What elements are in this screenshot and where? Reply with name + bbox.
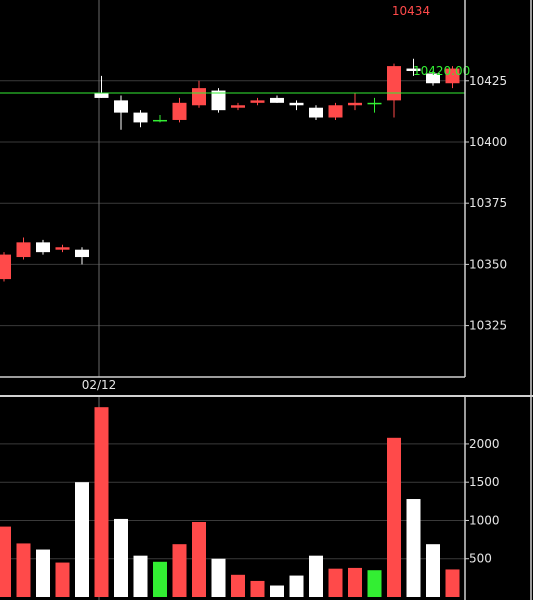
- volume-tick-label: 1500: [469, 475, 500, 489]
- candle: [16, 237, 31, 260]
- candle-body: [75, 249, 89, 258]
- candle: [153, 115, 167, 123]
- price-grid: [0, 80, 465, 327]
- candle: [75, 247, 89, 265]
- volume-bar: [16, 543, 31, 597]
- candle-body: [16, 242, 31, 258]
- volume-tick-label: 2000: [469, 437, 500, 451]
- candle-body: [55, 247, 70, 250]
- volume-bar: [406, 499, 421, 597]
- candle-body: [172, 102, 187, 120]
- volume-bars: [0, 407, 460, 597]
- volume-bar: [387, 437, 401, 597]
- volume-tick-label: 500: [469, 552, 492, 566]
- candle: [426, 70, 440, 86]
- candle: [348, 93, 362, 111]
- volume-bar: [133, 555, 148, 597]
- candle-body: [367, 102, 382, 105]
- volume-tick-label: 1000: [469, 513, 500, 527]
- candle-body: [153, 119, 167, 122]
- volume-bar: [211, 558, 226, 597]
- volume-bar: [114, 518, 128, 597]
- volume-bar: [75, 482, 89, 597]
- candle: [250, 97, 265, 106]
- volume-bar: [231, 574, 245, 597]
- candle-body: [36, 242, 50, 253]
- volume-bar: [55, 562, 70, 597]
- price-tick-label: 10325: [469, 319, 507, 333]
- candle: [289, 100, 304, 111]
- price-axis: 10325 10350 10375 10400 10425: [465, 74, 507, 333]
- volume-bar: [153, 561, 167, 597]
- price-candles: [0, 58, 460, 282]
- price-tick-label: 10425: [469, 74, 507, 88]
- candle: [211, 88, 226, 113]
- volume-bar: [0, 526, 11, 597]
- candle: [55, 244, 70, 253]
- volume-bar: [348, 567, 362, 597]
- candle: [231, 102, 245, 111]
- candle-body: [133, 112, 148, 123]
- candle-body: [231, 105, 245, 108]
- price-tick-label: 10400: [469, 135, 507, 149]
- candle: [445, 66, 460, 89]
- candle-body: [211, 90, 226, 111]
- candle: [387, 63, 401, 118]
- candle-body: [387, 66, 401, 101]
- volume-bar: [94, 407, 109, 597]
- volume-bar: [270, 585, 284, 597]
- high-price-label: 10434: [392, 4, 430, 18]
- candle-body: [114, 100, 128, 113]
- volume-bar: [426, 544, 440, 597]
- volume-bar: [289, 575, 304, 597]
- candle-body: [192, 88, 206, 106]
- candle: [367, 97, 382, 113]
- candle-body: [445, 68, 460, 84]
- candle: [309, 105, 323, 120]
- candle-body: [309, 107, 323, 118]
- candle: [172, 97, 187, 123]
- price-tick-label: 10375: [469, 196, 507, 210]
- volume-bar: [445, 569, 460, 597]
- reference-price-label: 10420.00: [413, 64, 470, 78]
- candle-body: [289, 102, 304, 106]
- candle-body: [94, 93, 109, 98]
- candle-body: [348, 102, 362, 106]
- candle: [36, 239, 50, 255]
- candle-body: [328, 105, 343, 118]
- candle: [270, 95, 284, 103]
- candle-body: [426, 73, 440, 84]
- volume-bar: [36, 549, 50, 597]
- volume-bar: [172, 544, 187, 597]
- candle: [133, 110, 148, 128]
- candle: [328, 102, 343, 120]
- candle-body: [0, 254, 11, 280]
- candle: [192, 80, 206, 108]
- volume-bar: [328, 568, 343, 597]
- volume-axis: 500 1000 1500 2000: [465, 437, 500, 566]
- volume-bar: [309, 555, 323, 597]
- candle: [114, 95, 128, 130]
- price-tick-label: 10350: [469, 257, 507, 271]
- volume-bar: [192, 521, 206, 597]
- candle-body: [270, 97, 284, 103]
- candle-body: [406, 68, 421, 71]
- candle-body: [250, 100, 265, 103]
- candle: [406, 58, 421, 76]
- candle: [94, 75, 109, 98]
- date-label: 02/12: [82, 378, 117, 392]
- volume-bar: [250, 580, 265, 597]
- volume-bar: [367, 570, 382, 597]
- candle: [0, 252, 11, 282]
